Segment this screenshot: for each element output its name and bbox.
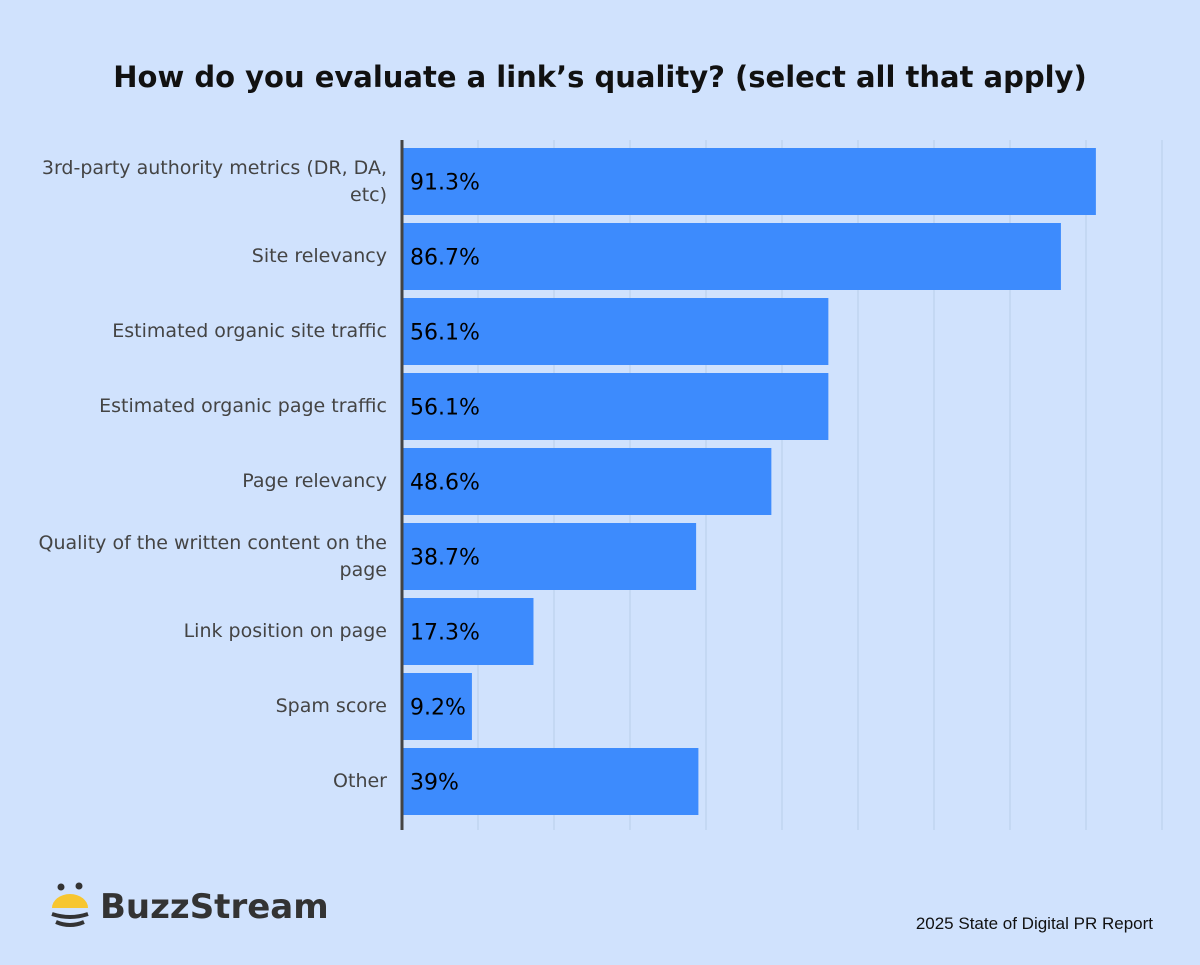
bar	[402, 448, 772, 515]
data-label: 56.1%	[410, 321, 480, 346]
category-label: Estimated organic page traffic	[99, 395, 387, 417]
bar	[402, 298, 829, 365]
bar	[402, 523, 697, 590]
category-label: Spam score	[275, 695, 387, 717]
bar	[402, 373, 829, 440]
category-label: Page relevancy	[242, 470, 387, 492]
data-label: 38.7%	[410, 546, 480, 571]
data-label: 17.3%	[410, 621, 480, 646]
bar	[402, 598, 534, 665]
data-label: 9.2%	[410, 696, 466, 721]
bar	[402, 673, 472, 740]
data-label: 39%	[410, 771, 459, 796]
chart-title: How do you evaluate a link’s quality? (s…	[113, 60, 1087, 94]
category-label: Estimated organic site traffic	[112, 320, 387, 342]
data-label: 86.7%	[410, 246, 480, 271]
bar	[402, 148, 1096, 215]
category-label: 3rd-party authority metrics (DR, DA, etc…	[41, 156, 387, 206]
category-label: Other	[333, 770, 387, 792]
category-label: Site relevancy	[251, 245, 387, 267]
data-label: 48.6%	[410, 471, 480, 496]
data-label: 56.1%	[410, 396, 480, 421]
buzzstream-logo: BuzzStream	[48, 882, 329, 932]
bee-icon	[51, 882, 89, 927]
category-label: Link position on page	[183, 620, 387, 642]
category-label: Quality of the written content on the pa…	[38, 531, 387, 581]
data-label: 91.3%	[410, 171, 480, 196]
bar	[402, 748, 699, 815]
source-note: 2025 State of Digital PR Report	[915, 914, 1153, 933]
brand-name: BuzzStream	[100, 887, 329, 927]
bar	[402, 223, 1061, 290]
